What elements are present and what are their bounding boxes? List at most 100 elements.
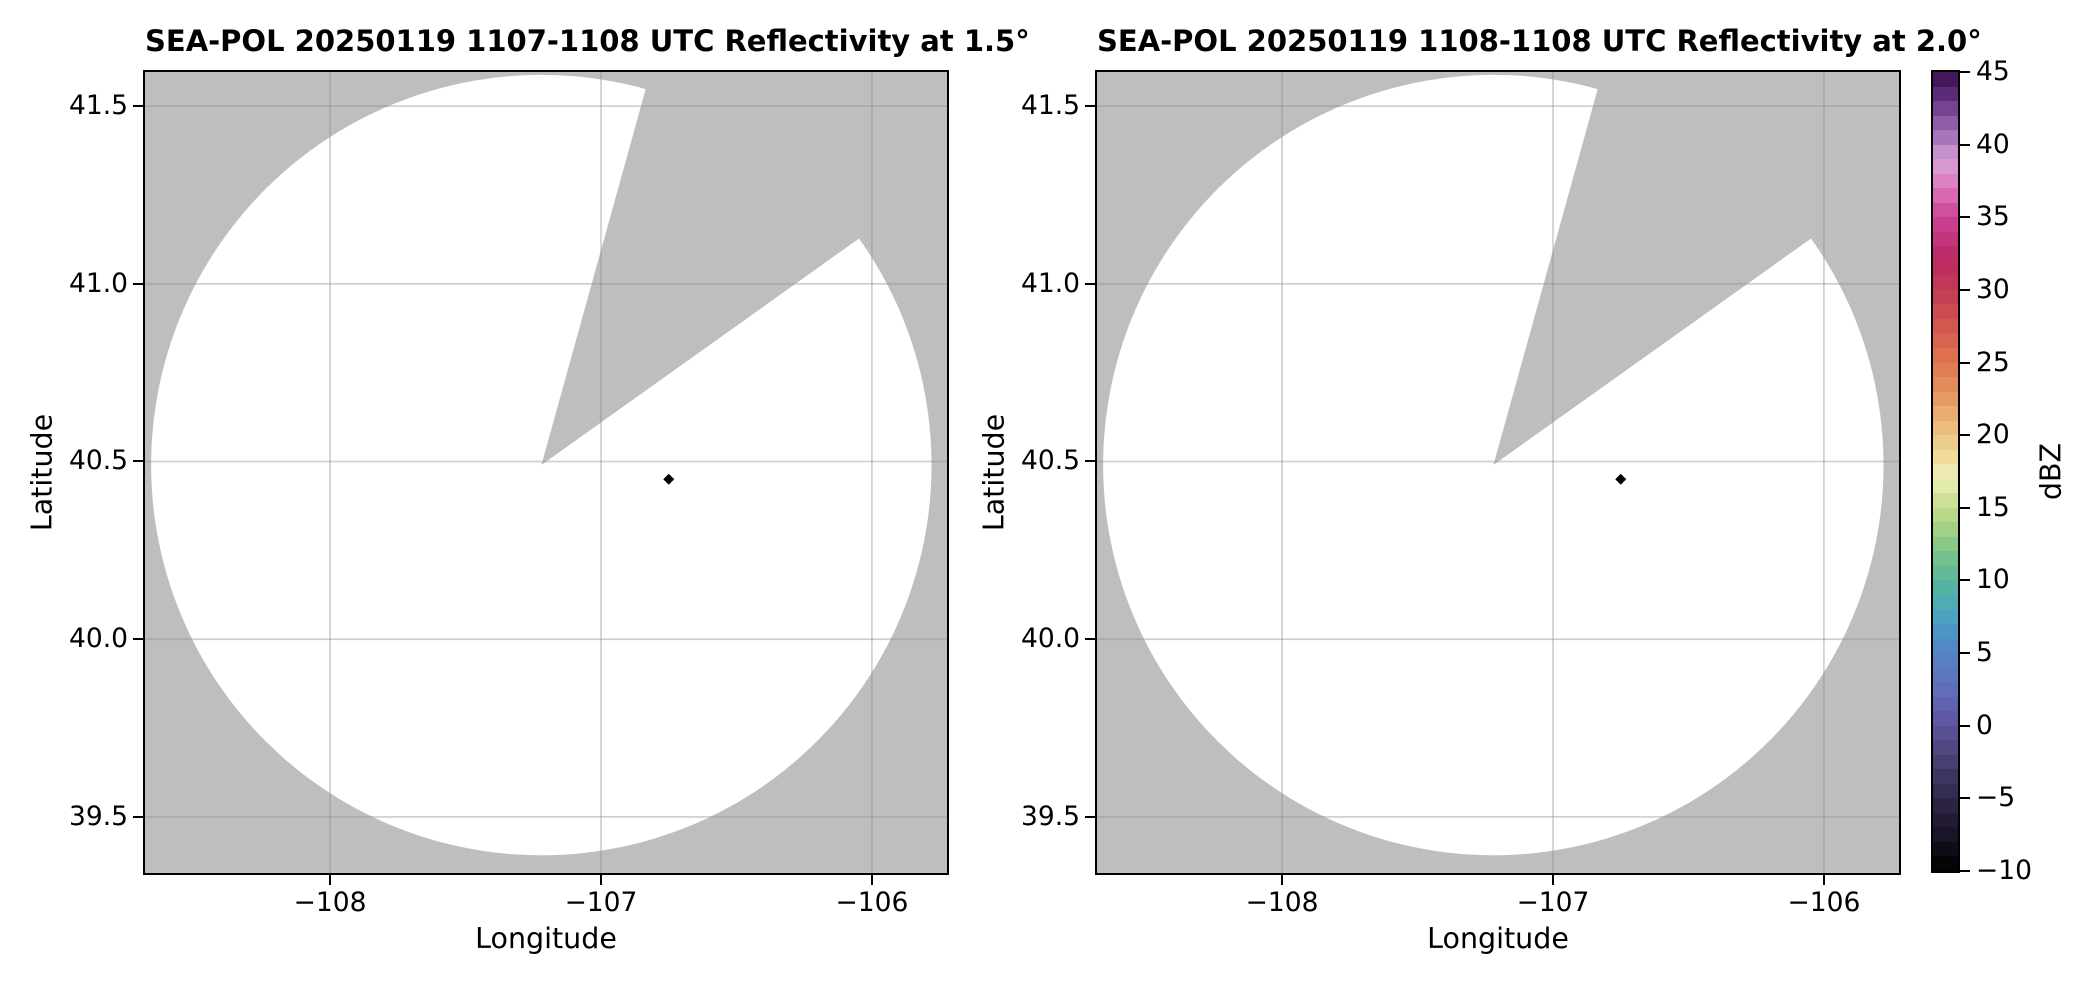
x-tick-label: −107 [1516,887,1590,918]
y-tick [133,105,143,108]
colorbar-band [1933,420,1958,436]
x-axis-label-1: Longitude [475,922,617,955]
colorbar-tick-label: 20 [1976,419,2010,451]
plot-area-2 [1095,70,1901,875]
colorbar-band [1933,130,1958,146]
colorbar-band [1933,188,1958,204]
colorbar-band [1933,638,1958,654]
colorbar-band [1933,377,1958,393]
colorbar-band [1933,260,1958,276]
x-tick [870,875,873,885]
y-tick-label: 41.0 [68,267,128,299]
colorbar-tick [1960,143,1970,146]
colorbar-tick [1960,797,1970,800]
colorbar-band [1933,202,1958,218]
x-tick [1822,875,1825,885]
colorbar-band [1933,304,1958,320]
x-axis-label-2: Longitude [1427,922,1569,955]
colorbar-band [1933,275,1958,291]
x-tick-label: −106 [835,887,909,918]
y-tick-label: 40.5 [68,445,128,477]
colorbar-band [1933,682,1958,698]
colorbar-band [1933,536,1958,552]
colorbar-band [1933,711,1958,727]
colorbar-band [1933,144,1958,160]
colorbar-band [1933,173,1958,189]
colorbar-band [1933,725,1958,741]
colorbar-band [1933,72,1958,88]
colorbar-band [1933,696,1958,712]
colorbar-band [1933,827,1958,843]
y-tick [133,638,143,641]
colorbar-tick [1960,506,1970,509]
colorbar-band [1933,740,1958,756]
y-tick [133,815,143,818]
colorbar-band [1933,653,1958,669]
colorbar-band [1933,435,1958,451]
radar-coverage-area [151,74,932,856]
colorbar-tick-label: 35 [1976,201,2010,233]
y-axis-label-2: Latitude [977,413,1011,531]
colorbar-tick [1960,579,1970,582]
colorbar-band [1933,493,1958,509]
echo-marker [663,473,675,485]
colorbar-band [1933,478,1958,494]
colorbar-tick-label: 10 [1976,564,2010,596]
colorbar-band [1933,769,1958,785]
y-tick-label: 41.5 [1020,90,1080,122]
colorbar-tick [1960,434,1970,437]
colorbar-axis-label: dBZ [2034,442,2068,500]
colorbar-tick [1960,71,1970,73]
colorbar-band [1933,841,1958,858]
colorbar-band [1933,754,1958,770]
echo-marker [1615,473,1627,485]
colorbar-band [1933,348,1958,364]
colorbar-tick [1960,870,1970,872]
y-tick [1085,282,1095,285]
panel-title-1: SEA-POL 20250119 1107-1108 UTC Reflectiv… [145,24,1030,58]
colorbar-band [1933,667,1958,683]
x-tick [1552,875,1554,885]
colorbar-band [1933,565,1958,582]
x-tick [1281,875,1284,885]
y-tick-label: 40.0 [68,623,128,655]
colorbar-tick-label: 5 [1976,637,1993,669]
colorbar-band [1933,812,1958,829]
colorbar-band [1933,522,1958,538]
x-tick-label: −106 [1787,887,1861,918]
colorbar [1931,70,1960,873]
y-tick-label: 40.0 [1020,623,1080,655]
colorbar-band [1933,391,1958,407]
colorbar-band [1933,856,1958,871]
colorbar-tick-label: −10 [1976,855,2032,886]
colorbar-band [1933,624,1958,640]
colorbar-band [1933,86,1958,102]
panel-title-2: SEA-POL 20250119 1108-1108 UTC Reflectiv… [1097,24,1982,58]
colorbar-band [1933,464,1958,480]
colorbar-tick-label: 45 [1976,56,2010,87]
colorbar-tick-label: 0 [1976,709,1993,741]
colorbar-band [1933,580,1958,596]
x-tick [329,875,332,885]
colorbar-band [1933,449,1958,465]
colorbar-band [1933,246,1958,262]
y-tick [1085,638,1095,641]
y-tick [1085,815,1095,818]
colorbar-band [1933,609,1958,625]
colorbar-tick [1960,724,1970,727]
y-tick-label: 39.5 [68,800,128,832]
x-tick-label: −108 [293,887,367,918]
y-tick [133,460,143,463]
y-axis-label-1: Latitude [25,413,59,531]
colorbar-band [1933,231,1958,247]
colorbar-tick-label: 40 [1976,128,2010,160]
colorbar-band [1933,406,1958,422]
colorbar-band [1933,362,1958,378]
colorbar-tick [1960,652,1970,655]
y-tick [1085,460,1095,463]
colorbar-tick [1960,288,1970,291]
colorbar-tick [1960,216,1970,219]
y-tick-label: 39.5 [1020,800,1080,832]
colorbar-band [1933,333,1958,349]
